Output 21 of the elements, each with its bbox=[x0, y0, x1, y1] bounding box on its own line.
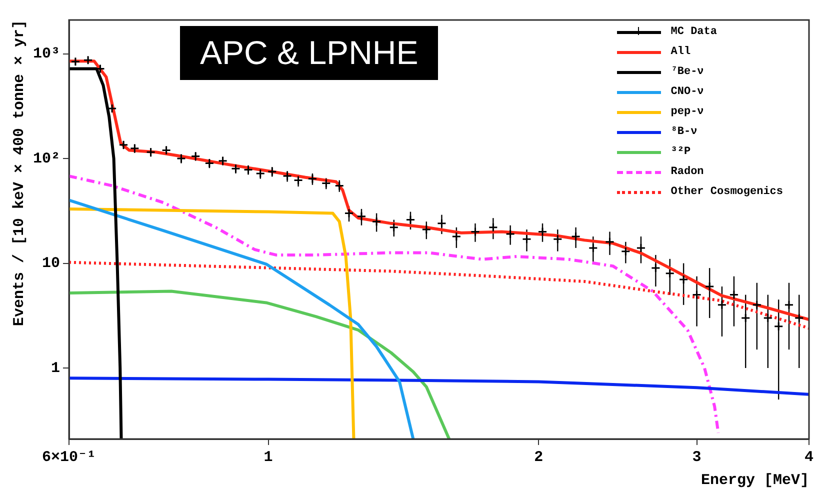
x-axis-title: Energy [MeV] bbox=[700, 472, 809, 489]
legend-label: ³²P bbox=[670, 146, 691, 158]
y-tick-label: 1 bbox=[50, 360, 60, 377]
x-tick-label: 4 bbox=[804, 448, 814, 466]
y-tick-label: 10² bbox=[32, 150, 60, 168]
y-tick-label: 10³ bbox=[32, 46, 60, 63]
legend-label: Other Cosmogenics bbox=[670, 186, 783, 198]
x-tick-label: 3 bbox=[692, 448, 702, 466]
x-tick-label: 1 bbox=[264, 448, 273, 466]
legend-label: All bbox=[670, 46, 691, 58]
annotation: APC & LPNHE bbox=[180, 26, 438, 80]
x-tick-label: 2 bbox=[534, 448, 544, 466]
legend-label: Radon bbox=[670, 166, 704, 178]
y-axis-title: Events / [10 keV × 400 tonne × yr] bbox=[10, 20, 28, 326]
legend-label: CNO-ν bbox=[670, 86, 704, 98]
legend-label: MC Data bbox=[670, 26, 717, 38]
x-tick-label: 6×10⁻¹ bbox=[42, 448, 96, 466]
legend-label: pep-ν bbox=[670, 106, 704, 118]
legend-label: ⁷Be-ν bbox=[670, 66, 704, 78]
y-tick-label: 10 bbox=[42, 255, 60, 272]
legend-label: ⁸B-ν bbox=[670, 126, 698, 138]
